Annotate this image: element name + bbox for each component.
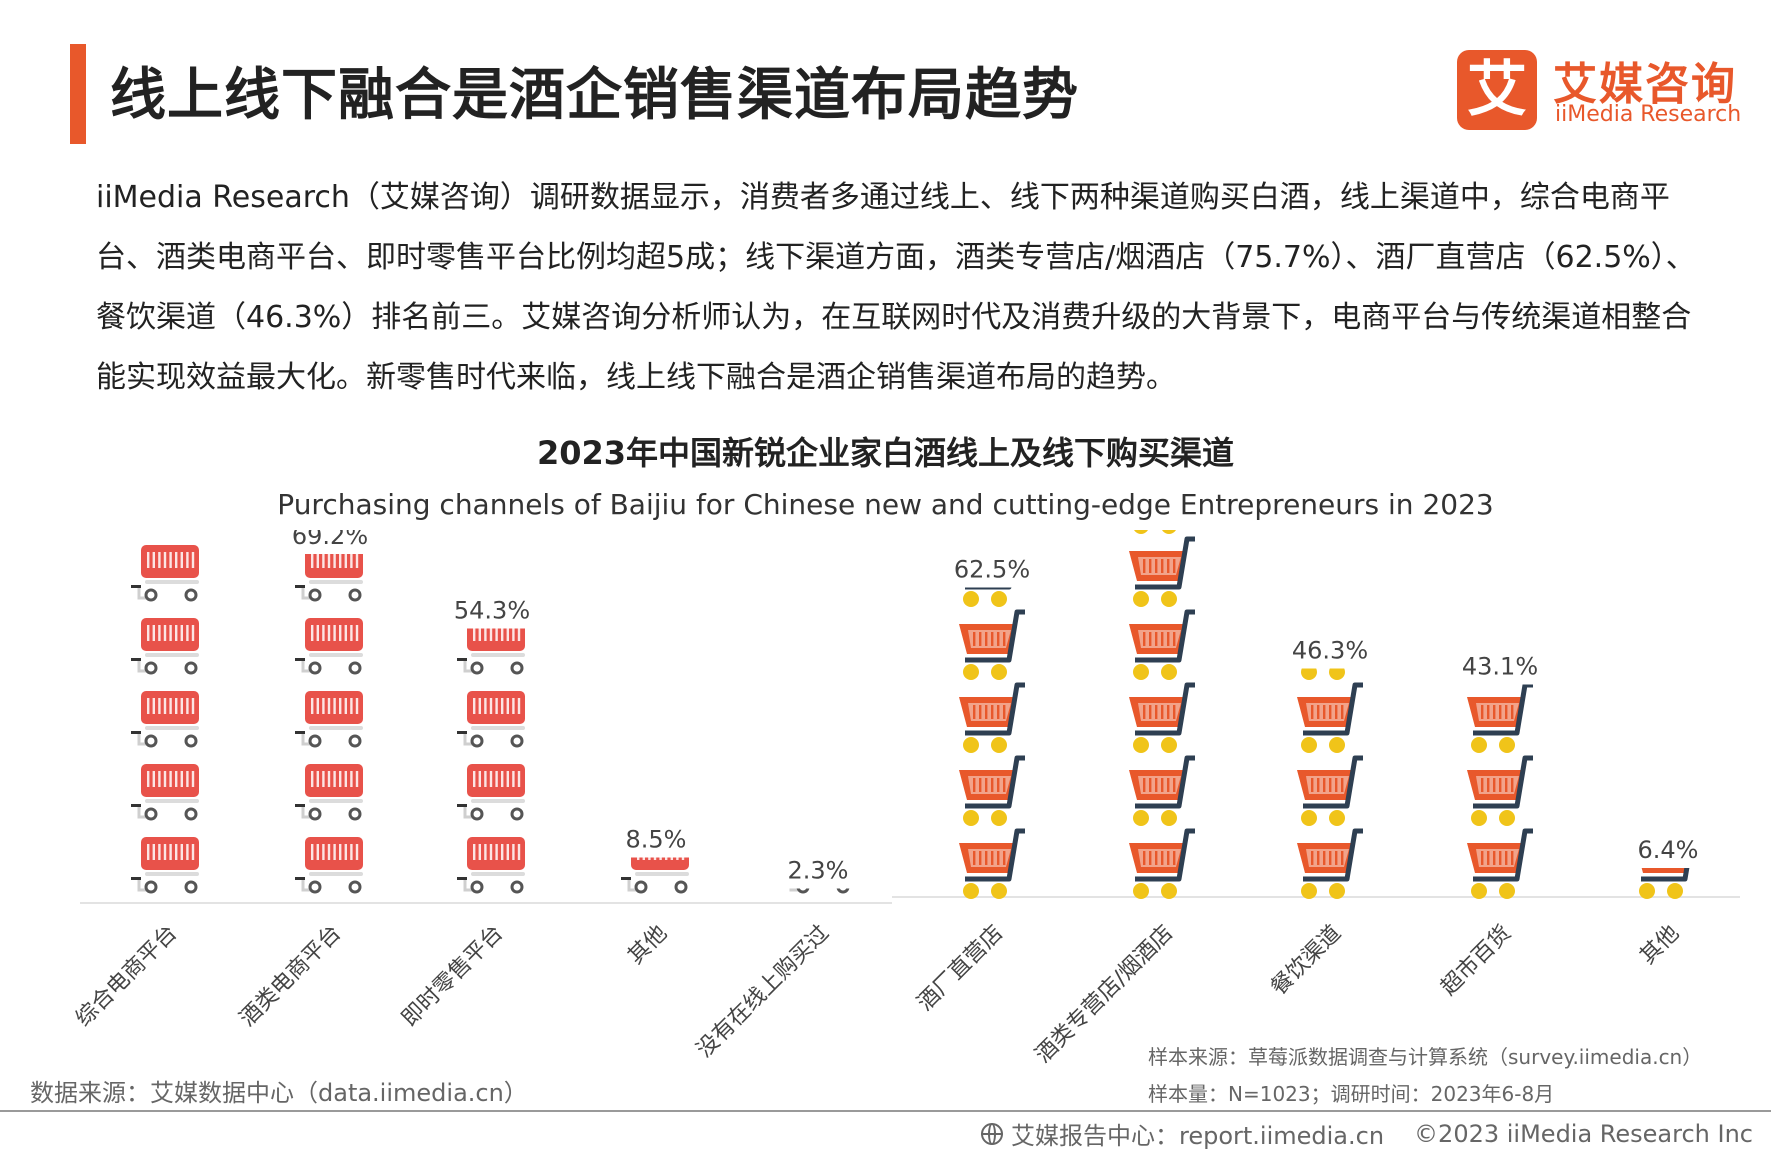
online-value-label: 8.5% <box>626 826 687 854</box>
data-source: 数据来源：艾媒数据中心（data.iimedia.cn） <box>30 1079 528 1107</box>
online-bar-1 <box>295 554 363 894</box>
shopping-cart-icon <box>959 828 1025 899</box>
shopping-cart-icon <box>1639 868 1690 899</box>
shopping-cart-icon <box>1129 609 1195 680</box>
shopping-cart-icon <box>457 837 525 894</box>
online-value-label: 54.3% <box>454 597 530 625</box>
shopping-cart-icon <box>1129 828 1195 899</box>
shopping-cart-icon <box>1134 530 1176 534</box>
online-bar-2 <box>457 545 525 894</box>
online-bar-3 <box>621 764 689 894</box>
shopping-cart-icon <box>457 691 525 748</box>
shopping-cart-icon <box>1129 755 1195 826</box>
purchase-channel-chart: 72.4% 综合电商平台 69.2% 酒类电商平台 54.3% 即时零售平台 8.5% 其他 2… <box>71 530 1740 1068</box>
offline-value-label: 46.3% <box>1292 637 1368 665</box>
online-value-label: 2.3% <box>788 857 849 885</box>
logo-name-en: iiMedia Research <box>1555 102 1742 127</box>
shopping-cart-icon <box>1467 684 1533 753</box>
online-value-label: 69.2% <box>292 530 368 550</box>
shopping-cart-icon <box>789 888 850 894</box>
page-title: 线上线下融合是酒企销售渠道布局趋势 <box>110 63 1079 128</box>
offline-bar-2 <box>1297 539 1363 899</box>
copyright: ©2023 iiMedia Research Inc <box>1414 1119 1753 1148</box>
online-category-label: 即时零售平台 <box>397 921 508 1032</box>
shopping-cart-icon <box>959 530 1025 534</box>
iimedia-logo: 艾 艾媒咨询 iiMedia Research <box>1457 50 1741 132</box>
offline-bar-4 <box>1635 758 1701 899</box>
logo-mark: 艾 <box>1457 50 1537 130</box>
shopping-cart-icon <box>131 618 199 675</box>
chart-subtitle: Purchasing channels of Baijiu for Chines… <box>277 488 1494 521</box>
shopping-cart-icon <box>131 545 199 602</box>
shopping-cart-icon <box>1297 682 1363 753</box>
shopping-cart-icon <box>1301 668 1345 680</box>
shopping-cart-icon <box>1635 758 1701 826</box>
shopping-cart-icon <box>783 764 851 819</box>
report-center: 艾媒报告中心：report.iimedia.cn <box>1010 1122 1385 1150</box>
title-accent-bar <box>70 44 86 144</box>
shopping-cart-icon <box>131 837 199 894</box>
online-bar-0 <box>131 545 199 894</box>
shopping-cart-icon <box>295 691 363 748</box>
online-category-label: 没有在线上购买过 <box>692 921 834 1063</box>
online-value-label: 72.4% <box>128 530 204 534</box>
online-category-label: 酒类电商平台 <box>235 921 346 1032</box>
offline-category-label: 餐饮渠道 <box>1266 921 1346 1001</box>
shopping-cart-icon <box>131 764 199 821</box>
shopping-cart-icon <box>959 755 1025 826</box>
shopping-cart-icon <box>1129 536 1195 607</box>
shopping-cart-icon <box>457 764 525 821</box>
shopping-cart-icon <box>959 609 1025 680</box>
shopping-cart-icon <box>963 587 1012 607</box>
shopping-cart-icon <box>131 691 199 748</box>
online-category-label: 综合电商平台 <box>71 921 182 1032</box>
intro-paragraph: iiMedia Research（艾媒咨询）调研数据显示，消费者多通过线上、线下… <box>96 180 1696 395</box>
offline-value-label: 43.1% <box>1462 653 1538 681</box>
shopping-cart-icon <box>621 857 689 894</box>
logo-name-cn: 艾媒咨询 <box>1553 59 1737 110</box>
shopping-cart-icon <box>457 545 525 600</box>
footer-bar: 艾媒报告中心：report.iimedia.cn ©2023 iiMedia R… <box>980 1116 1753 1151</box>
shopping-cart-icon <box>1297 539 1363 607</box>
shopping-cart-icon <box>295 554 363 602</box>
shopping-cart-icon <box>1467 828 1533 899</box>
shopping-cart-icon <box>295 618 363 675</box>
shopping-cart-icon <box>959 682 1025 753</box>
shopping-cart-icon <box>295 837 363 894</box>
footer-divider <box>0 1110 1771 1112</box>
offline-category-label: 其他 <box>1635 921 1684 970</box>
online-category-label: 其他 <box>623 921 672 970</box>
offline-category-label: 酒厂直营店 <box>913 921 1008 1016</box>
offline-category-label: 超市百货 <box>1436 921 1516 1001</box>
offline-bar-0 <box>959 530 1025 899</box>
shopping-cart-icon <box>1129 682 1195 753</box>
sample-source: 样本来源：草莓派数据调查与计算系统（survey.iimedia.cn） <box>1148 1045 1703 1069</box>
shopping-cart-icon <box>1297 755 1363 826</box>
globe-icon <box>980 1122 1003 1145</box>
shopping-cart-icon <box>1467 755 1533 826</box>
shopping-cart-icon <box>295 764 363 821</box>
chart-title: 2023年中国新锐企业家白酒线上及线下购买渠道 <box>536 434 1235 472</box>
shopping-cart-icon <box>1297 828 1363 899</box>
offline-bar-3 <box>1467 684 1533 899</box>
shopping-cart-icon <box>621 764 689 819</box>
offline-value-label: 6.4% <box>1638 836 1699 864</box>
sample-size: 样本量：N=1023；调研时间：2023年6-8月 <box>1148 1082 1555 1106</box>
online-bar-4 <box>783 764 851 894</box>
shopping-cart-icon <box>457 628 525 675</box>
offline-bar-1 <box>1129 530 1195 899</box>
offline-value-label: 62.5% <box>954 556 1030 584</box>
